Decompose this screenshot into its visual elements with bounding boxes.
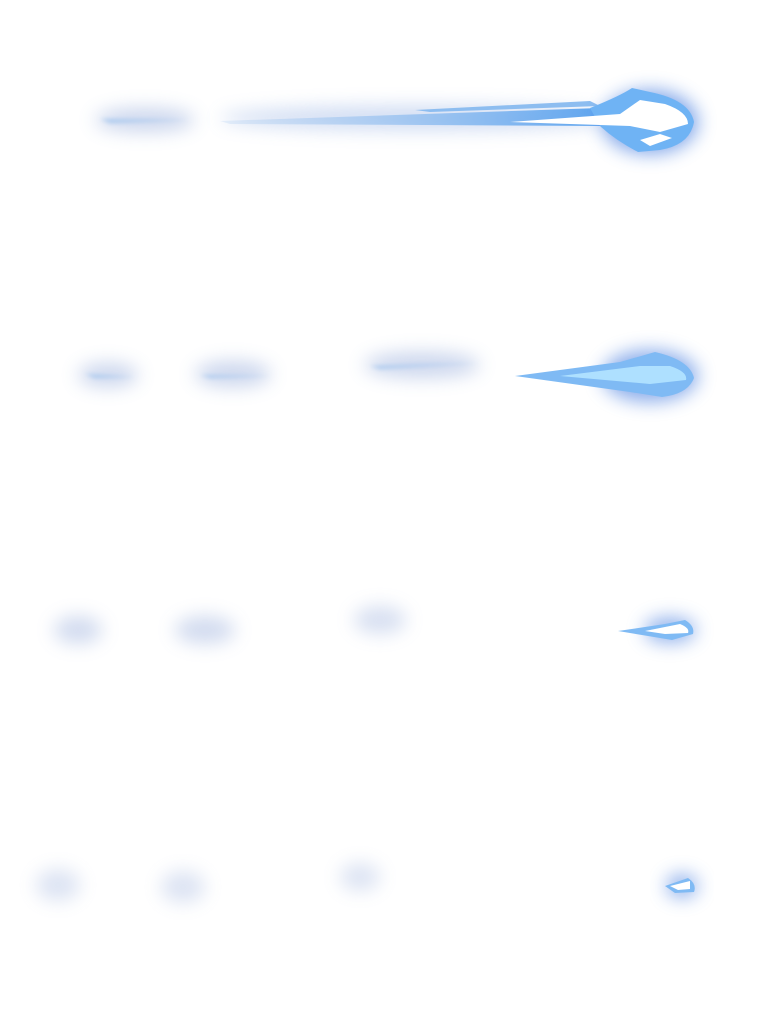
- frame-row-2: [78, 350, 698, 402]
- frame-row-1: [95, 88, 698, 154]
- frame-row-3: [54, 606, 696, 644]
- frame-row-4: [36, 863, 698, 903]
